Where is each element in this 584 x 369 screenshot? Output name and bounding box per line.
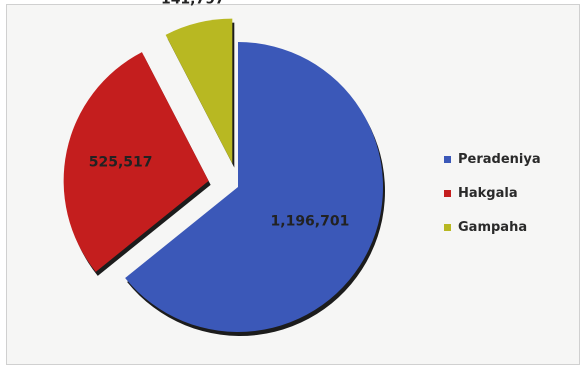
data-label-hakgala: 525,517 bbox=[89, 154, 153, 170]
data-label-peradeniya: 1,196,701 bbox=[271, 213, 350, 229]
legend-label-peradeniya: Peradeniya bbox=[458, 152, 541, 167]
legend-label-gampaha: Gampaha bbox=[458, 220, 528, 235]
legend: Peradeniya Hakgala Gampaha bbox=[444, 149, 541, 251]
pie-slice-peradeniya bbox=[125, 42, 383, 332]
legend-item-gampaha: Gampaha bbox=[444, 217, 541, 238]
legend-swatch-gampaha bbox=[444, 224, 451, 231]
legend-swatch-hakgala bbox=[444, 190, 451, 197]
data-label-gampaha: 141,797 bbox=[161, 0, 225, 8]
pie-slice-gampaha bbox=[165, 18, 233, 164]
labels-layer: 1,196,701 525,517 141,797 bbox=[89, 0, 350, 229]
legend-label-hakgala: Hakgala bbox=[458, 186, 518, 201]
pie-slice-hakgala bbox=[63, 52, 209, 272]
legend-swatch-peradeniya bbox=[444, 156, 451, 163]
legend-item-hakgala: Hakgala bbox=[444, 183, 541, 204]
legend-item-peradeniya: Peradeniya bbox=[444, 149, 541, 170]
slices-layer bbox=[63, 18, 385, 336]
